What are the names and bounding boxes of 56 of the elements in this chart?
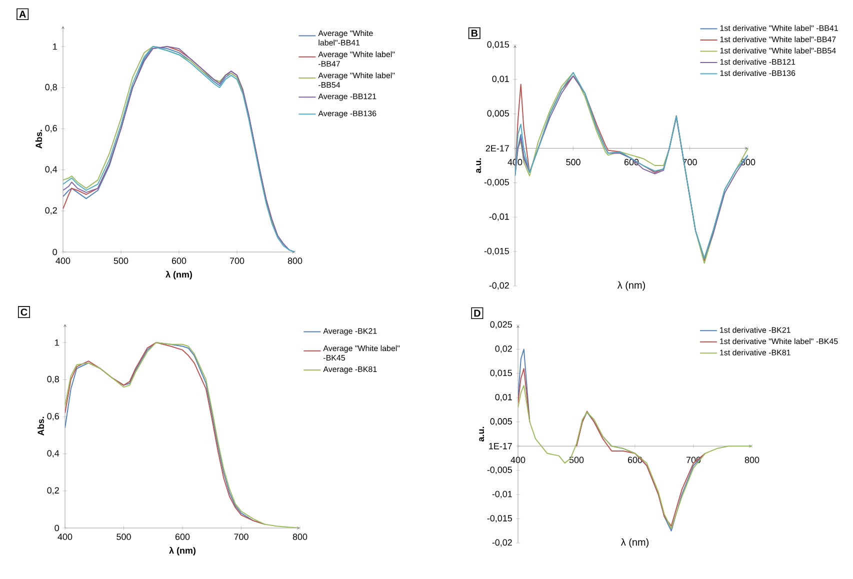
y-tick-label: -0,015 — [487, 515, 512, 522]
y-tick-label: 0,6 — [45, 125, 57, 132]
y-tick-label: 0 — [52, 248, 58, 256]
y-tick-label: 1E-17 — [489, 443, 512, 450]
y-tick-label: 0,015 — [487, 41, 509, 49]
x-axis-title: λ (nm) — [617, 281, 645, 291]
x-tick-label: 400 — [56, 258, 70, 264]
y-tick-label: 0,02 — [495, 346, 512, 353]
y-tick-label: 0,8 — [45, 84, 57, 92]
x-tick-label: 500 — [114, 258, 128, 264]
y-tick-label: 0,4 — [47, 450, 60, 458]
y-tick-label: 1 — [53, 43, 57, 50]
y-tick-label: 1 — [55, 339, 59, 346]
x-axis-title: λ (nm) — [620, 538, 648, 548]
y-axis-title: Abs. — [37, 416, 44, 436]
y-tick-label: -0,02 — [489, 282, 509, 290]
x-tick-label: 500 — [566, 158, 580, 166]
y-tick-label: -0,005 — [487, 466, 512, 474]
y-tick-label: 0,01 — [495, 394, 512, 402]
y-tick-label: 0,8 — [47, 376, 59, 384]
y-tick-label: -0,005 — [484, 179, 509, 186]
x-tick-label: 700 — [234, 534, 248, 540]
y-tick-label: 0,2 — [47, 487, 59, 495]
y-tick-label: 0,2 — [45, 207, 57, 215]
x-tick-label: 800 — [744, 456, 760, 464]
x-tick-label: 400 — [510, 456, 526, 464]
y-tick-label: -0,01 — [489, 213, 509, 221]
y-tick-label: -0,015 — [484, 248, 509, 256]
x-axis-title: λ (nm) — [166, 270, 192, 280]
chart-title: B — [471, 30, 478, 37]
x-tick-label: 600 — [172, 258, 186, 264]
x-tick-label: 600 — [175, 534, 190, 540]
y-tick-label: 0,005 — [490, 418, 512, 426]
y-axis-title: a.u. — [479, 426, 484, 442]
x-tick-label: 800 — [292, 534, 308, 540]
x-tick-label: 800 — [288, 258, 302, 264]
x-tick-label: 400 — [58, 534, 72, 540]
x-axis-title: λ (nm) — [169, 546, 196, 556]
y-tick-label: 0,005 — [487, 110, 509, 118]
y-tick-label: 0 — [54, 524, 60, 532]
chart-title: A — [19, 10, 26, 18]
y-tick-label: 0,01 — [492, 76, 509, 84]
x-tick-label: 500 — [116, 534, 131, 540]
y-tick-label: 2E-17 — [486, 145, 509, 152]
y-tick-label: 0,015 — [490, 370, 512, 378]
x-tick-label: 500 — [569, 456, 584, 464]
y-tick-label: -0,02 — [492, 539, 512, 547]
x-tick-label: 700 — [230, 258, 244, 264]
y-axis-title: Abs. — [35, 130, 42, 148]
chart-title: C — [20, 308, 28, 316]
y-tick-label: 0,6 — [47, 413, 59, 420]
chart-title: D — [474, 310, 480, 317]
y-tick-label: 0,025 — [490, 321, 512, 329]
y-tick-label: 0,4 — [45, 166, 58, 174]
y-tick-label: -0,01 — [492, 490, 512, 498]
y-axis-title: a.u. — [476, 158, 482, 173]
